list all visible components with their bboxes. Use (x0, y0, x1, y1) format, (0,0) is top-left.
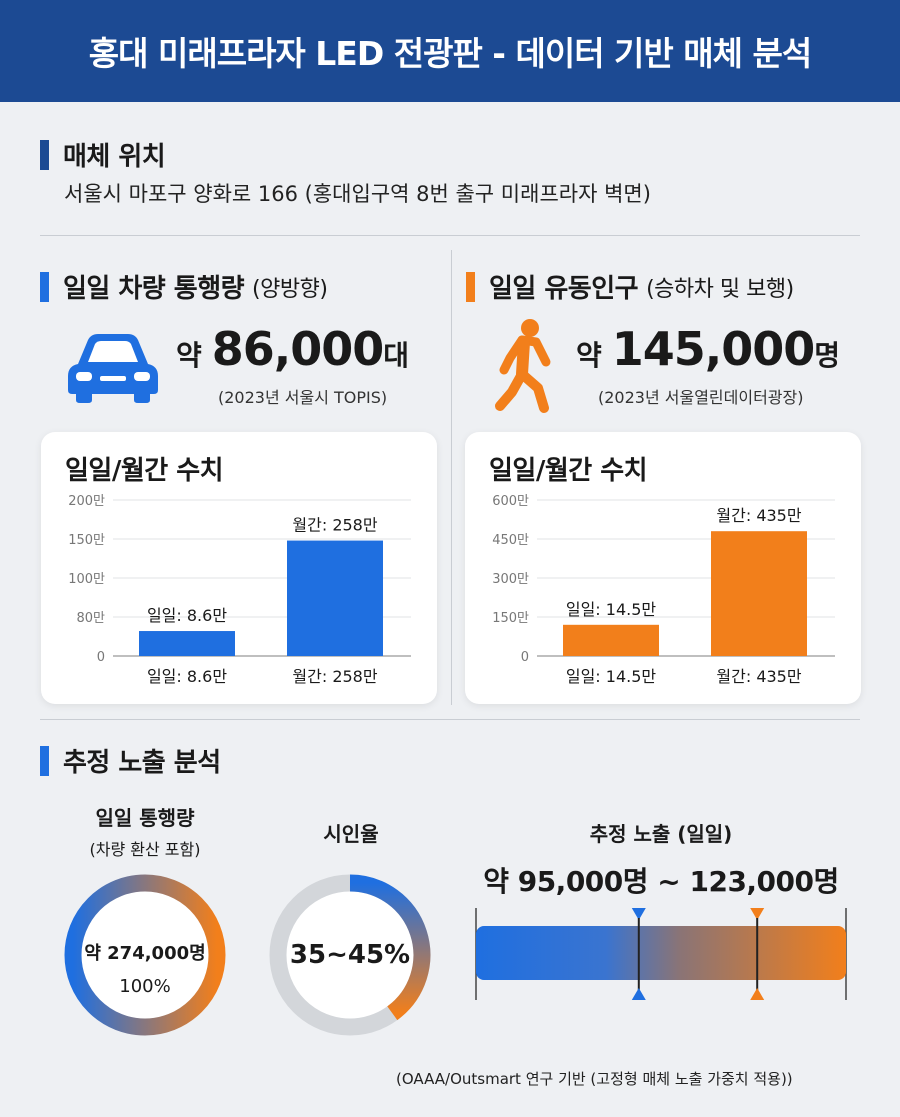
bar (287, 540, 383, 656)
car-icon (68, 334, 158, 403)
bar (563, 624, 659, 656)
bar (711, 531, 807, 656)
exposure-title: 추정 노출 분석 (63, 748, 221, 778)
divider (40, 719, 860, 720)
location-address: 서울시 마포구 양화로 166 (홍대입구역 8번 출구 미래프라자 벽면) (64, 182, 651, 206)
vehicle-title: 일일 차량 통행량 (63, 274, 245, 304)
y-tick-label: 200만 (68, 494, 105, 509)
traffic-gauge-percent: 100% (119, 976, 171, 997)
pedestrian-subtitle: (승하차 및 보행) (646, 276, 794, 302)
y-tick-label: 0 (97, 650, 105, 665)
attention-ring-gauge (269, 874, 431, 1036)
section-marker (40, 139, 49, 170)
location-section-title: 매체 위치 (40, 136, 166, 173)
section-marker (40, 745, 49, 776)
y-tick-label: 150만 (68, 533, 105, 548)
x-category-label: 월간: 258만 (292, 667, 377, 686)
chart-title: 일일/월간 수치 (65, 456, 224, 486)
x-category-label: 일일: 8.6만 (147, 667, 227, 686)
page-title: 홍대 미래프라자 LED 전광판 - 데이터 기반 매체 분석 (0, 0, 900, 102)
bar-data-label: 월간: 435만 (716, 506, 801, 525)
traffic-gauge-title: 일일 통행량 (95, 806, 195, 830)
vehicle-chart-card: 일일/월간 수치 0 80만 100만 150만 200만 일일: 8.6만 일일: 8.6… (41, 432, 437, 704)
vehicle-unit: 대 (383, 339, 410, 372)
vehicle-prefix: 약 (176, 339, 202, 372)
walking-person-icon (495, 319, 551, 413)
x-category-label: 일일: 14.5만 (566, 667, 657, 686)
y-tick-label: 0 (521, 650, 529, 665)
bar (139, 631, 235, 656)
estimate-range: 약 95,000명 ~ 123,000명 (483, 865, 839, 898)
traffic-gauge-subtitle: (차량 환산 포함) (89, 840, 201, 859)
traffic-gauge-value: 약 274,000명 (84, 943, 206, 964)
chart-title: 일일/월간 수치 (489, 456, 648, 486)
high-estimate-marker (750, 908, 765, 1000)
location-title: 매체 위치 (63, 142, 166, 172)
attention-gauge-value: 35~45% (289, 940, 411, 970)
exposure-section-title: 추정 노출 분석 (40, 742, 221, 779)
vehicle-section-title: 일일 차량 통행량 (양방향) (40, 268, 328, 305)
vehicle-subtitle: (양방향) (252, 276, 328, 302)
pedestrian-title: 일일 유동인구 (489, 274, 639, 304)
pedestrian-unit: 명 (814, 339, 841, 372)
pedestrian-chart-card: 일일/월간 수치 0 150만 300만 450만 600만 일일: 14.5만 일일: 1… (465, 432, 861, 704)
attention-gauge-title: 시인율 (323, 822, 379, 846)
bar-data-label: 일일: 14.5만 (566, 600, 657, 619)
y-tick-label: 80만 (76, 611, 105, 626)
estimate-range-bar (475, 908, 847, 1000)
section-marker (40, 271, 49, 302)
divider (40, 235, 860, 236)
pedestrian-section-title: 일일 유동인구 (승하차 및 보행) (466, 268, 794, 305)
vehicle-source: (2023년 서울시 TOPIS) (218, 388, 388, 407)
y-tick-label: 600만 (492, 494, 529, 509)
vehicle-count: 약 86,000 대 (176, 322, 409, 376)
y-tick-label: 450만 (492, 533, 529, 548)
bar-data-label: 월간: 258만 (292, 516, 377, 535)
pedestrian-source: (2023년 서울열린데이터광장) (598, 388, 804, 407)
y-tick-label: 150만 (492, 611, 529, 626)
pedestrian-count: 약 145,000 명 (576, 322, 840, 376)
section-marker (466, 271, 475, 302)
low-estimate-marker (631, 908, 646, 1000)
vehicle-value: 86,000 (211, 322, 385, 376)
y-tick-label: 300만 (492, 572, 529, 587)
bar-data-label: 일일: 8.6만 (147, 606, 227, 625)
y-tick-label: 100만 (68, 572, 105, 587)
x-category-label: 월간: 435만 (716, 667, 801, 686)
pedestrian-prefix: 약 (576, 339, 602, 372)
footnote: (OAAA/Outsmart 연구 기반 (고정형 매체 노출 가중치 적용)) (396, 1070, 793, 1088)
traffic-donut-gauge (64, 874, 226, 1036)
column-divider (451, 250, 452, 705)
pedestrian-value: 145,000 (611, 322, 816, 376)
estimate-title: 추정 노출 (일일) (589, 822, 733, 846)
